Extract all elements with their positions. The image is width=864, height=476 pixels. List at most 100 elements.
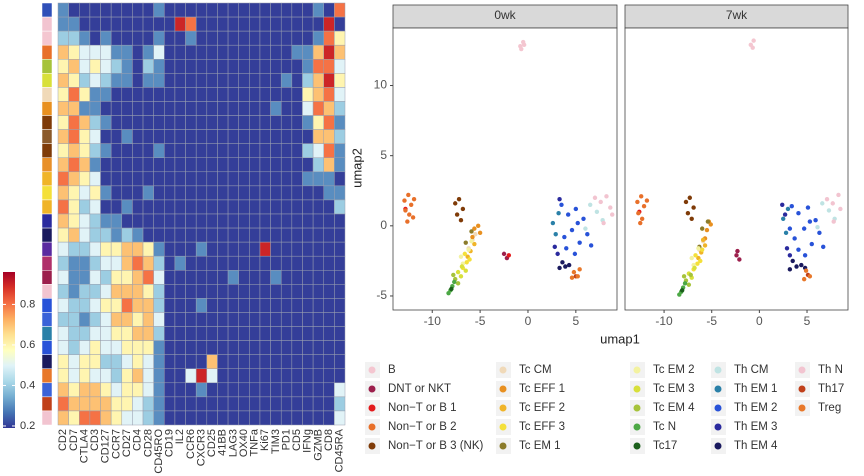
heatmap-cell (334, 354, 346, 369)
heatmap-cell (110, 199, 123, 215)
heatmap-cell (206, 199, 218, 215)
legend-marker (633, 423, 641, 431)
heatmap-cell (302, 157, 314, 173)
scatter-point (809, 241, 814, 247)
heatmap-cell (164, 185, 176, 201)
heatmap-cell (164, 59, 176, 74)
heatmap-cell (57, 44, 69, 60)
heatmap-cell (142, 284, 154, 299)
legend-marker (499, 423, 507, 431)
scatter-point (636, 210, 641, 216)
row-annotation (41, 143, 53, 158)
heatmap-cell (291, 284, 303, 299)
legend-marker (499, 385, 507, 393)
heatmap-cell (334, 157, 346, 173)
heatmap-cell (142, 199, 154, 215)
heatmap-cell (323, 59, 335, 74)
heatmap-cell (259, 213, 271, 229)
heatmap-cell (334, 255, 346, 271)
heatmap-cell (57, 368, 69, 384)
heatmap-cell (334, 16, 346, 32)
heatmap-cell (57, 129, 69, 144)
scatter-point (836, 192, 841, 198)
heatmap-cell (270, 396, 282, 412)
heatmap-cell (185, 368, 197, 384)
column-label: CD4 (132, 429, 144, 451)
heatmap-cell (270, 227, 282, 243)
heatmap-cell (174, 16, 186, 32)
row-annotation (41, 410, 53, 426)
scatter-point (408, 202, 414, 207)
heatmap-cell (121, 185, 133, 201)
heatmap-cell (100, 312, 112, 327)
heatmap-cell (227, 30, 239, 46)
heatmap-cell (334, 101, 346, 116)
heatmap-cell (153, 59, 165, 74)
x-tick-label: 0 (525, 314, 532, 328)
row-annotation (41, 101, 53, 116)
heatmap-cell (142, 410, 154, 426)
column-label: GZMB (312, 429, 324, 461)
heatmap-cell (291, 87, 303, 102)
legend-marker (633, 385, 641, 393)
heatmap-cell (280, 241, 293, 257)
heatmap-cell (185, 87, 197, 102)
heatmap-cell (217, 270, 229, 285)
scatter-point (460, 206, 466, 212)
scatter-point (780, 202, 785, 207)
legend-marker (714, 423, 722, 431)
heatmap-cell (121, 171, 133, 187)
heatmap-cell (312, 368, 324, 384)
heatmap-cell (132, 129, 144, 144)
heatmap-cell (68, 16, 80, 32)
scatter-point (455, 281, 461, 286)
heatmap-cell (174, 115, 186, 130)
heatmap-cell (259, 368, 271, 384)
legend-label: Tc EM 1 (519, 440, 561, 452)
heatmap-cell (206, 115, 218, 130)
heatmap-cell (291, 143, 303, 158)
heatmap-cell (100, 59, 112, 74)
scatter-point (453, 201, 458, 206)
heatmap-cell (89, 382, 101, 398)
heatmap-cell (174, 143, 186, 158)
heatmap-cell (270, 199, 282, 215)
scatter-point (792, 236, 797, 241)
heatmap-cell (153, 185, 165, 201)
heatmap-cell (249, 171, 261, 187)
heatmap-cell (185, 396, 197, 412)
scatter-point (737, 257, 742, 262)
heatmap-cell (100, 382, 112, 398)
heatmap-cell (57, 185, 69, 201)
heatmap-cell (68, 30, 80, 46)
heatmap-cell (227, 101, 239, 116)
heatmap-cell (238, 410, 250, 426)
heatmap-cell (174, 382, 186, 398)
heatmap-cell (291, 326, 303, 341)
heatmap-cell (121, 396, 133, 412)
heatmap-cell (142, 115, 154, 130)
heatmap-cell (302, 59, 314, 74)
legend-marker (368, 442, 376, 450)
heatmap-cell (174, 213, 186, 229)
scatter-point (826, 208, 832, 213)
heatmap-cell (89, 354, 101, 369)
scatter-point (472, 226, 477, 231)
scatter-point (470, 234, 475, 240)
heatmap-cell (291, 2, 303, 18)
heatmap-cell (57, 255, 69, 271)
heatmap-cell (227, 255, 239, 271)
heatmap-cell (238, 312, 250, 327)
heatmap-cell (89, 326, 101, 341)
heatmap-cell (238, 213, 250, 229)
heatmap-cell (323, 410, 335, 426)
scatter-point (790, 258, 795, 264)
heatmap-cell (312, 44, 324, 60)
heatmap-cell (249, 2, 261, 18)
scatter-point (555, 251, 560, 257)
row-annotation (41, 241, 53, 257)
heatmap-cell (323, 157, 335, 173)
column-label: CD19 (164, 429, 176, 457)
heatmap-cell (100, 354, 112, 369)
heatmap-cell (259, 241, 271, 257)
